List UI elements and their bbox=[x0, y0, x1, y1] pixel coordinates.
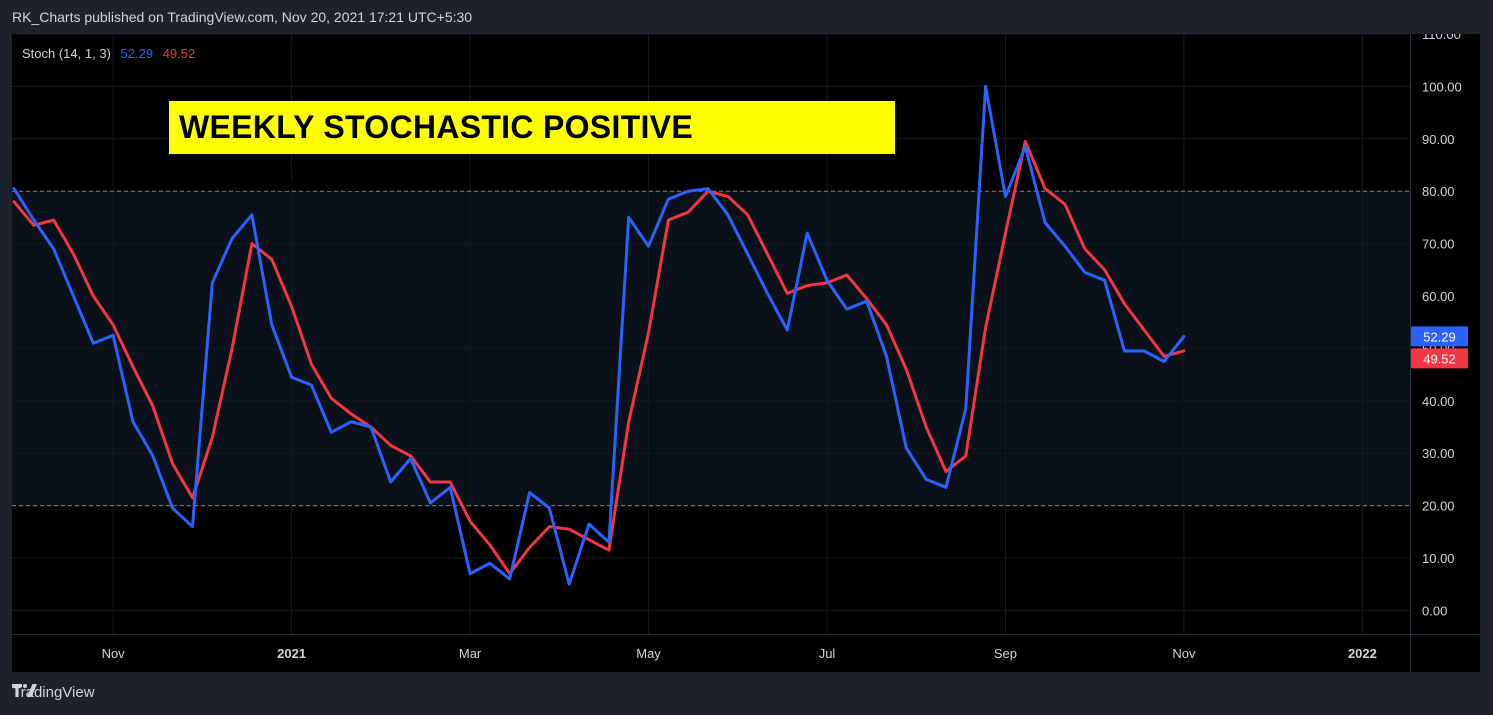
publish-info: RK_Charts published on TradingView.com, … bbox=[12, 9, 473, 25]
k-line bbox=[12, 84, 1186, 586]
y-tick-label: 0.00 bbox=[1422, 603, 1447, 618]
y-tick-label: 110.00 bbox=[1422, 34, 1461, 42]
d-last-value-badge bbox=[1411, 348, 1468, 369]
x-tick-label: Jul bbox=[819, 646, 836, 661]
k-last-value-label: 52.29 bbox=[1423, 329, 1456, 344]
d-legend-value: 49.52 bbox=[162, 46, 196, 61]
x-tick-label: 2022 bbox=[1348, 646, 1377, 661]
y-tick-label: 60.00 bbox=[1422, 289, 1455, 304]
tradingview-logo-icon bbox=[12, 684, 37, 697]
y-tick-label: 20.00 bbox=[1422, 499, 1455, 514]
x-tick-label: Mar bbox=[459, 646, 482, 661]
y-tick-label: 10.00 bbox=[1422, 551, 1455, 566]
x-tick-label: Nov bbox=[102, 646, 126, 661]
y-tick-label: 30.00 bbox=[1422, 446, 1455, 461]
k-last-value-badge bbox=[1411, 326, 1468, 347]
d-line bbox=[12, 139, 1186, 576]
y-tick-label: 40.00 bbox=[1422, 394, 1455, 409]
k-legend-value: 52.29 bbox=[120, 46, 154, 61]
y-tick-label: 80.00 bbox=[1422, 184, 1455, 199]
footer-brand[interactable]: TradingView bbox=[12, 684, 95, 701]
x-tick-label: 2021 bbox=[277, 646, 306, 661]
y-tick-label: 70.00 bbox=[1422, 237, 1455, 252]
d-last-value-label: 49.52 bbox=[1423, 351, 1456, 366]
x-tick-label: Sep bbox=[994, 646, 1017, 661]
chart-pane[interactable]: 110.00100.0090.0080.0070.0060.0050.0040.… bbox=[12, 34, 1480, 672]
x-tick-label: May bbox=[636, 646, 661, 661]
indicator-name: Stoch (14, 1, 3) bbox=[22, 46, 111, 61]
y-tick-label: 100.00 bbox=[1422, 79, 1462, 94]
stochastic-chart[interactable]: 110.00100.0090.0080.0070.0060.0050.0040.… bbox=[12, 34, 1480, 672]
y-tick-label: 90.00 bbox=[1422, 132, 1455, 147]
x-tick-label: Nov bbox=[1172, 646, 1196, 661]
indicator-legend[interactable]: Stoch (14, 1, 3) 52.29 49.52 bbox=[22, 46, 195, 61]
annotation-label: WEEKLY STOCHASTIC POSITIVE CROSSOVER bbox=[169, 101, 895, 198]
